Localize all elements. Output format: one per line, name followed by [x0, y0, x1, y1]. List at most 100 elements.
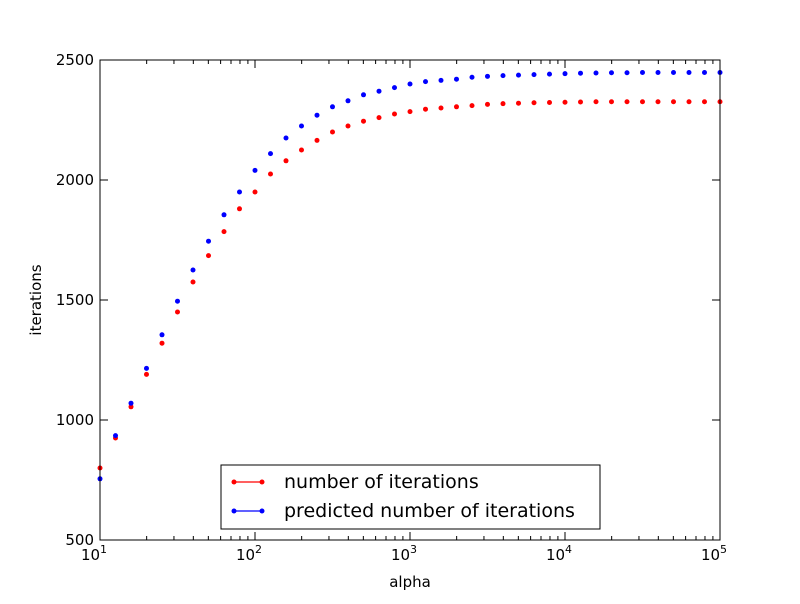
x-tick-label-exponent: 1 — [100, 543, 107, 556]
series-1-point — [655, 69, 661, 75]
series-1-point — [608, 70, 614, 76]
series-1-point — [453, 76, 459, 82]
series-0-point — [190, 279, 196, 285]
series-0-point — [546, 99, 552, 105]
series-1-point — [546, 71, 552, 77]
series-0-point — [345, 123, 351, 129]
series-0-point — [329, 129, 335, 135]
series-0-point — [376, 115, 382, 121]
legend-marker-0 — [259, 479, 265, 485]
y-tick-label: 500 — [65, 531, 94, 549]
series-0-point — [407, 109, 413, 115]
series-0-point — [578, 99, 584, 105]
series-0-point — [469, 103, 475, 109]
series-0-point — [671, 99, 677, 105]
series-1-point — [252, 167, 258, 173]
legend-marker-0 — [231, 479, 237, 485]
series-1-point — [361, 92, 367, 98]
series-1-point — [639, 69, 645, 75]
series-0-point — [438, 105, 444, 111]
series-1-point — [159, 332, 165, 338]
series-1-point — [593, 70, 599, 76]
x-tick-label: 103 — [391, 543, 417, 564]
series-0-point — [268, 171, 274, 177]
series-0-point — [686, 99, 692, 105]
series-0-point — [206, 253, 212, 259]
series-0-point — [283, 158, 289, 164]
series-1-point — [423, 79, 429, 85]
legend-label-0: number of iterations — [284, 471, 479, 493]
series-0-point — [655, 99, 661, 105]
series-0-point — [624, 99, 630, 105]
legend-box — [220, 464, 601, 530]
series-0-point — [639, 99, 645, 105]
x-tick-label: 105 — [701, 543, 727, 564]
series-1-point — [143, 365, 149, 371]
series-0-point — [500, 101, 506, 107]
series-0-point — [608, 99, 614, 105]
series-0-point — [143, 371, 149, 377]
x-axis-label: alpha — [389, 573, 431, 591]
series-1-point — [500, 73, 506, 79]
x-tick-label: 102 — [236, 543, 262, 564]
series-0-point — [236, 206, 242, 212]
series-0-point — [221, 229, 227, 235]
series-0-point — [252, 189, 258, 195]
series-0-point — [562, 99, 568, 105]
series-1-point — [206, 238, 212, 244]
series-1-point — [329, 104, 335, 110]
series-0-point — [174, 309, 180, 315]
series-1-point — [484, 73, 490, 79]
series-0-point — [516, 100, 522, 106]
series-0-point — [701, 99, 707, 105]
x-tick-label-exponent: 2 — [255, 543, 262, 556]
y-axis-label: iterations — [27, 264, 45, 335]
series-1-point — [128, 400, 134, 406]
series-1-point — [671, 69, 677, 75]
x-tick-label-exponent: 3 — [410, 543, 417, 556]
y-tick-label: 2000 — [56, 171, 94, 189]
series-1-point — [298, 123, 304, 129]
series-1-point — [686, 69, 692, 75]
series-0-point — [159, 340, 165, 346]
series-1-point — [268, 151, 274, 157]
x-tick-label-exponent: 5 — [720, 543, 727, 556]
series-1-point — [190, 267, 196, 273]
y-tick-label: 1000 — [56, 411, 94, 429]
y-tick-label: 2500 — [56, 51, 94, 69]
legend: number of iterations predicted number of … — [220, 464, 601, 530]
series-1-point — [469, 74, 475, 80]
series-1-point — [221, 212, 227, 218]
series-0-point — [593, 99, 599, 105]
series-1-point — [283, 135, 289, 141]
series-1-point — [531, 72, 537, 78]
series-1-point — [438, 77, 444, 83]
series-1-point — [624, 70, 630, 76]
series-1-point — [391, 85, 397, 91]
series-0-point — [484, 101, 490, 107]
series-1-point — [345, 98, 351, 104]
data-marks — [97, 69, 723, 482]
series-0-point — [128, 404, 134, 410]
series-1-point — [562, 71, 568, 77]
series-0-point — [531, 100, 537, 106]
series-0-point — [314, 137, 320, 143]
series-1-point — [376, 88, 382, 94]
legend-label-1: predicted number of iterations — [284, 500, 575, 522]
series-1-point — [516, 72, 522, 78]
series-0-point — [453, 104, 459, 110]
x-tick-label: 104 — [546, 543, 572, 564]
legend-marker-1 — [231, 508, 237, 514]
legend-marker-1 — [259, 508, 265, 514]
series-1-point — [314, 112, 320, 118]
series-1-point — [174, 298, 180, 304]
series-1-point — [236, 189, 242, 195]
x-tick-label-exponent: 4 — [565, 543, 572, 556]
series-1-point — [113, 433, 119, 439]
series-0-point — [423, 106, 429, 112]
series-1-point — [407, 81, 413, 87]
y-tick-label: 1500 — [56, 291, 94, 309]
series-0-point — [391, 111, 397, 117]
